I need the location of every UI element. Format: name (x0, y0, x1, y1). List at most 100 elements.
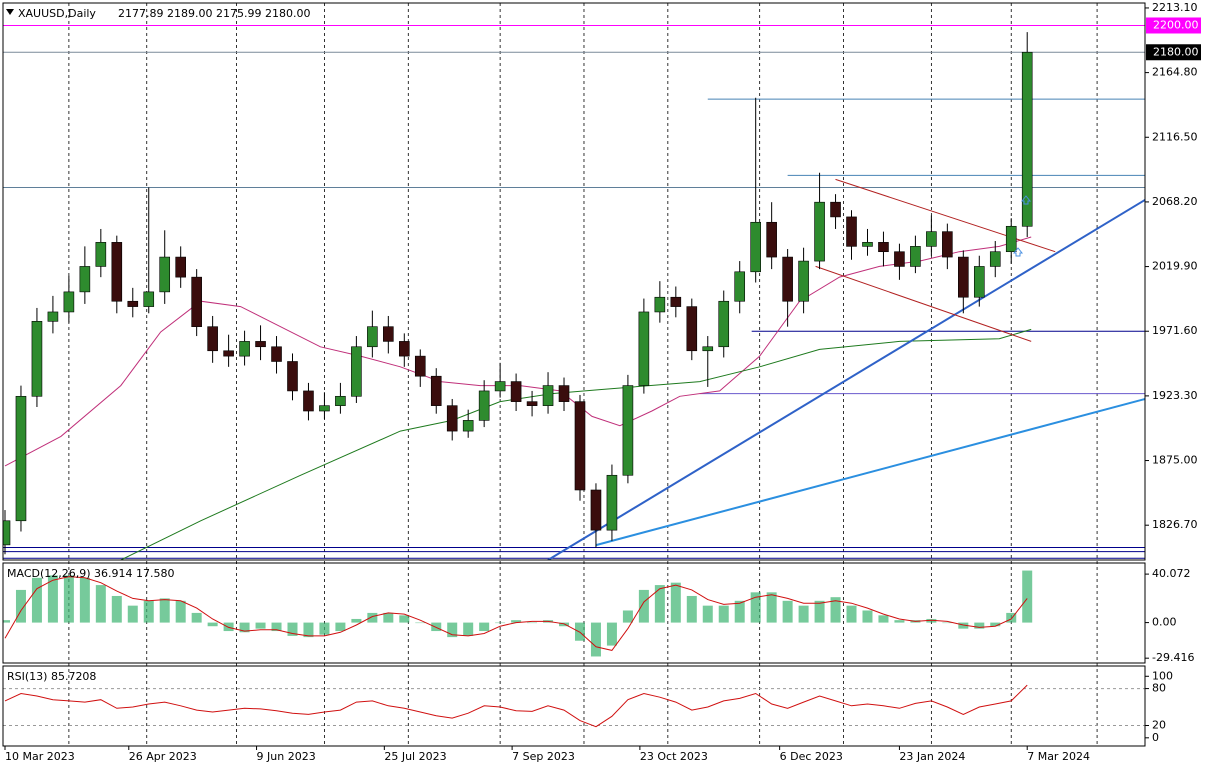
macd-histogram-bar (686, 595, 697, 623)
macd-histogram-bar (255, 622, 266, 629)
overlay-line (815, 265, 1032, 342)
macd-signal-line (4, 576, 1028, 651)
macd-histogram-bar (399, 615, 410, 623)
candle-body (958, 256, 969, 298)
panel (3, 684, 1145, 728)
macd-histogram-bar (974, 622, 985, 629)
macd-histogram-bar (750, 592, 761, 623)
candle-body (894, 251, 905, 267)
macd-histogram-bar (766, 592, 777, 623)
macd-histogram-bar (1022, 570, 1033, 623)
candle-body (47, 311, 59, 322)
overlay-line (120, 328, 1032, 560)
macd-histogram-bar (782, 600, 793, 623)
candle-body (414, 355, 426, 377)
price-tag-label: 2200.00 (1153, 18, 1199, 31)
price-tag (1146, 17, 1201, 34)
macd-histogram-bar (590, 622, 601, 657)
candle-body (558, 385, 570, 402)
macd-histogram-bar (239, 622, 250, 633)
menu-triangle[interactable] (6, 9, 14, 15)
macd-histogram-bar (271, 622, 282, 632)
candle-body (686, 306, 698, 352)
y-tick-label: 1971.60 (1152, 324, 1198, 337)
macd-histogram-bar (143, 600, 154, 623)
macd-histogram-bar (734, 600, 745, 623)
candle-body (910, 246, 921, 267)
indicator-title: RSI(13) 85.7208 (7, 670, 96, 683)
indicator-title: MACD(12,26,9) 36.914 17.580 (7, 567, 175, 580)
macd-histogram-bar (3, 620, 10, 623)
macd-histogram-bar (415, 622, 426, 624)
candle-body (782, 256, 793, 302)
candle-body (510, 381, 522, 402)
candle-body (878, 242, 889, 253)
indicator-line (4, 684, 1028, 728)
candle-body (526, 401, 538, 406)
macd-histogram-bar (1006, 612, 1017, 623)
candle-body (383, 326, 394, 342)
rsi-panel-frame (2, 665, 1146, 747)
candle-body (430, 375, 442, 406)
macd-histogram-bar (95, 585, 106, 623)
price-tag-label: 2180.00 (1153, 45, 1199, 58)
candle-body (446, 405, 458, 432)
macd-histogram-bar (606, 622, 617, 646)
y-tick-label: 100 (1152, 669, 1173, 682)
candle-body (989, 251, 1001, 267)
macd-histogram-bar (942, 622, 953, 624)
macd-histogram-bar (367, 612, 378, 623)
y-tick-label: 1875.00 (1152, 454, 1198, 467)
candle-body (287, 361, 298, 392)
macd-histogram-bar (111, 595, 122, 623)
y-tick-label: -29.416 (1152, 651, 1194, 664)
candle-body (494, 381, 506, 392)
macd-histogram-bar (830, 597, 841, 623)
candle-body (207, 326, 218, 352)
main-panel-frame (2, 2, 1146, 561)
x-tick-label: 25 Jul 2023 (384, 750, 446, 763)
candle-body (862, 242, 873, 247)
candle-body (750, 221, 761, 273)
overlay-line (835, 178, 1056, 253)
macd-histogram-bar (622, 610, 633, 623)
macd-histogram-bar (223, 622, 234, 632)
up-arrow-icon (1020, 195, 1032, 205)
candle-body (926, 231, 937, 247)
y-tick-label: 0.00 (1152, 616, 1177, 629)
macd-histogram-bar (207, 622, 218, 627)
macd-histogram-bar (15, 589, 26, 623)
y-tick-label: 2213.10 (1152, 1, 1198, 14)
candle-body (303, 390, 314, 412)
macd-histogram-bar (303, 622, 314, 638)
candle-body (478, 390, 490, 421)
candle-body (255, 341, 266, 348)
macd-histogram-bar (431, 622, 442, 632)
panel (3, 24, 1145, 560)
candle-body (31, 321, 43, 397)
overlay-line (595, 398, 1145, 547)
macd-histogram-bar (638, 589, 649, 623)
candle-body (654, 296, 666, 313)
candle-body (79, 266, 91, 293)
candle-body (223, 350, 234, 357)
candle-body (638, 311, 650, 386)
y-tick-label: 2164.80 (1152, 66, 1198, 79)
y-tick-label: 1923.30 (1152, 389, 1198, 402)
macd-histogram-bar (447, 622, 458, 638)
y-tick-label: 20 (1152, 719, 1166, 732)
candle-body (718, 300, 730, 348)
macd-histogram-bar (127, 605, 138, 623)
candle-body (574, 401, 586, 491)
x-tick-label: 6 Dec 2023 (780, 750, 843, 763)
price-tag (1146, 44, 1201, 61)
macd-histogram-bar (511, 620, 522, 623)
candle-body (111, 242, 123, 302)
macd-histogram-bar (990, 622, 1001, 627)
x-tick-label: 7 Mar 2024 (1027, 750, 1090, 763)
candle-body (335, 395, 346, 406)
ohlc-readout: 2177.89 2189.00 2175.99 2180.00 (118, 7, 310, 20)
macd-panel-frame (2, 562, 1146, 664)
candle-body (973, 266, 985, 298)
